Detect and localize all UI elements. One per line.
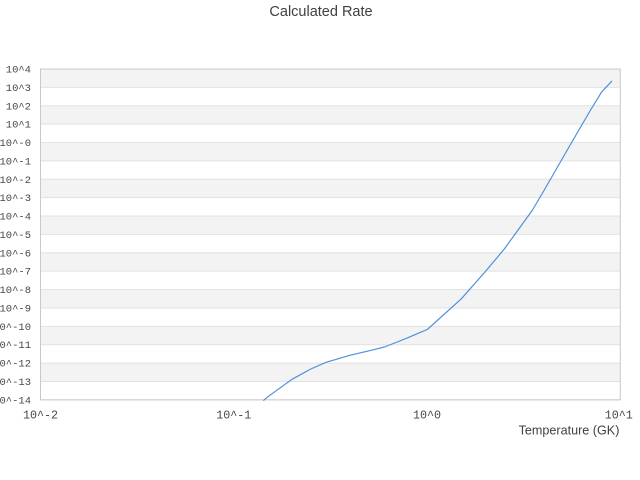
- svg-text:10^0: 10^0: [413, 409, 441, 423]
- svg-text:10^-1: 10^-1: [216, 409, 251, 423]
- svg-text:10^-9: 10^-9: [0, 303, 31, 315]
- svg-text:10^-12: 10^-12: [0, 359, 31, 371]
- svg-text:10^1: 10^1: [605, 409, 633, 423]
- svg-text:10^-11: 10^-11: [0, 340, 31, 352]
- svg-text:10^4: 10^4: [6, 65, 31, 77]
- svg-text:10^-3: 10^-3: [0, 193, 31, 205]
- svg-text:10^-2: 10^-2: [0, 175, 31, 187]
- svg-text:10^-10: 10^-10: [0, 322, 31, 334]
- svg-text:10^-2: 10^-2: [23, 409, 58, 423]
- svg-text:10^-14: 10^-14: [0, 395, 31, 407]
- svg-text:10^2: 10^2: [6, 101, 31, 113]
- svg-text:Calculated Rate: Calculated Rate: [269, 4, 372, 20]
- svg-text:10^-1: 10^-1: [0, 156, 31, 168]
- svg-text:10^-7: 10^-7: [0, 267, 31, 279]
- svg-text:10^-0: 10^-0: [0, 138, 31, 150]
- svg-text:10^-5: 10^-5: [0, 230, 31, 242]
- svg-text:10^1: 10^1: [6, 120, 31, 132]
- svg-text:10^-4: 10^-4: [0, 212, 31, 224]
- svg-text:10^-13: 10^-13: [0, 377, 31, 389]
- svg-text:10^-8: 10^-8: [0, 285, 31, 297]
- svg-text:Temperature (GK): Temperature (GK): [519, 424, 620, 438]
- svg-text:10^-6: 10^-6: [0, 248, 31, 260]
- svg-text:10^3: 10^3: [6, 83, 31, 95]
